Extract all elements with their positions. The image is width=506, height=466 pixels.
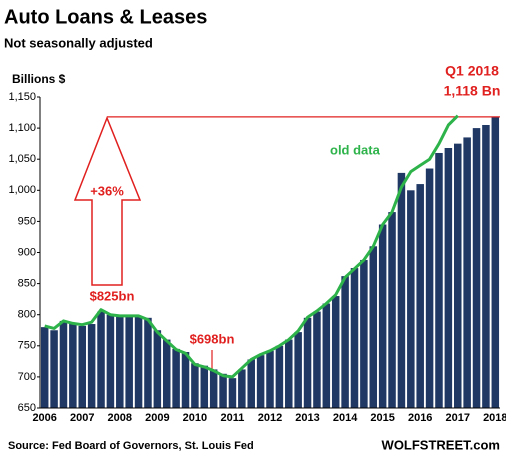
bar	[397, 172, 406, 408]
bar	[322, 303, 331, 408]
bar	[350, 268, 359, 408]
increase-arrow	[73, 115, 142, 286]
bar	[388, 212, 396, 408]
bar	[491, 116, 500, 409]
x-tick-label: 2011	[221, 412, 245, 424]
y-tick-label: 800	[18, 309, 36, 321]
bar	[247, 359, 255, 408]
bar	[472, 128, 481, 408]
annotation: $825bn	[90, 288, 135, 303]
y-tick-label: 1,100	[8, 122, 36, 134]
chart-subtitle: Not seasonally adjusted	[4, 35, 153, 50]
bar	[59, 320, 68, 408]
bar	[454, 143, 462, 408]
y-tick-label: 1,000	[8, 184, 36, 196]
bar	[200, 365, 209, 408]
bar	[407, 190, 415, 408]
y-tick-label: 850	[18, 278, 36, 290]
y-tick-label: 900	[18, 246, 36, 258]
x-tick-label: 2007	[70, 412, 94, 424]
y-tick-label: 650	[18, 402, 36, 414]
x-tick-label: 2017	[446, 412, 470, 424]
bar	[360, 259, 368, 408]
bar	[219, 373, 227, 408]
bar	[172, 348, 180, 408]
x-tick-label: 2014	[333, 412, 358, 424]
bar	[40, 327, 49, 408]
bar	[125, 316, 133, 408]
bar	[266, 350, 274, 408]
bar	[209, 369, 218, 408]
x-tick-label: 2012	[258, 412, 282, 424]
line-label: old data	[330, 142, 381, 157]
bar	[256, 355, 265, 408]
bar	[416, 184, 424, 408]
y-tick-label: 700	[18, 371, 36, 383]
x-tick-label: 2015	[370, 412, 394, 424]
brand: WOLFSTREET.com	[382, 437, 500, 452]
source: Source: Fed Board of Governors, St. Loui…	[8, 440, 254, 452]
bar	[144, 317, 152, 408]
bar	[275, 345, 284, 408]
chart-title: Auto Loans & Leases	[4, 6, 207, 28]
bar	[369, 246, 378, 408]
x-tick-label: 2018	[483, 412, 506, 424]
annotation: 1,118 Bn	[444, 83, 501, 99]
bar	[69, 324, 77, 408]
bar	[191, 363, 199, 408]
bar	[482, 124, 490, 409]
bar	[134, 316, 143, 408]
x-tick-label: 2006	[32, 412, 56, 424]
bar	[463, 137, 471, 408]
annotation: +36%	[90, 183, 124, 198]
bar	[303, 317, 312, 408]
bar	[435, 152, 443, 408]
bar	[78, 325, 86, 408]
old-data-line	[44, 114, 459, 379]
x-tick-label: 2009	[145, 412, 169, 424]
bar	[341, 276, 349, 408]
bar	[425, 168, 434, 408]
bar	[313, 311, 321, 408]
bar	[444, 148, 453, 408]
bar	[106, 314, 115, 408]
x-tick-label: 2008	[108, 412, 132, 424]
annotation: Q1 2018	[445, 63, 499, 79]
bar	[285, 339, 293, 408]
y-tick-label: 1,050	[8, 153, 36, 165]
y-tick-label: 750	[18, 340, 36, 352]
bar	[162, 339, 171, 408]
bar	[50, 330, 58, 408]
bar	[331, 296, 340, 408]
x-tick-label: 2010	[183, 412, 207, 424]
y-axis-label: Billions $	[12, 72, 66, 86]
bar	[238, 369, 246, 408]
bar	[228, 378, 237, 408]
bar	[87, 324, 96, 408]
bar	[116, 316, 124, 408]
bar	[153, 330, 162, 408]
bar	[97, 311, 105, 408]
bar	[378, 224, 387, 408]
x-tick-label: 2013	[295, 412, 319, 424]
y-tick-label: 950	[18, 215, 36, 227]
y-tick-label: 1,150	[8, 91, 36, 103]
bar	[181, 352, 190, 408]
annotation: $698bn	[190, 331, 235, 346]
x-tick-label: 2016	[408, 412, 432, 424]
bar	[294, 332, 302, 408]
